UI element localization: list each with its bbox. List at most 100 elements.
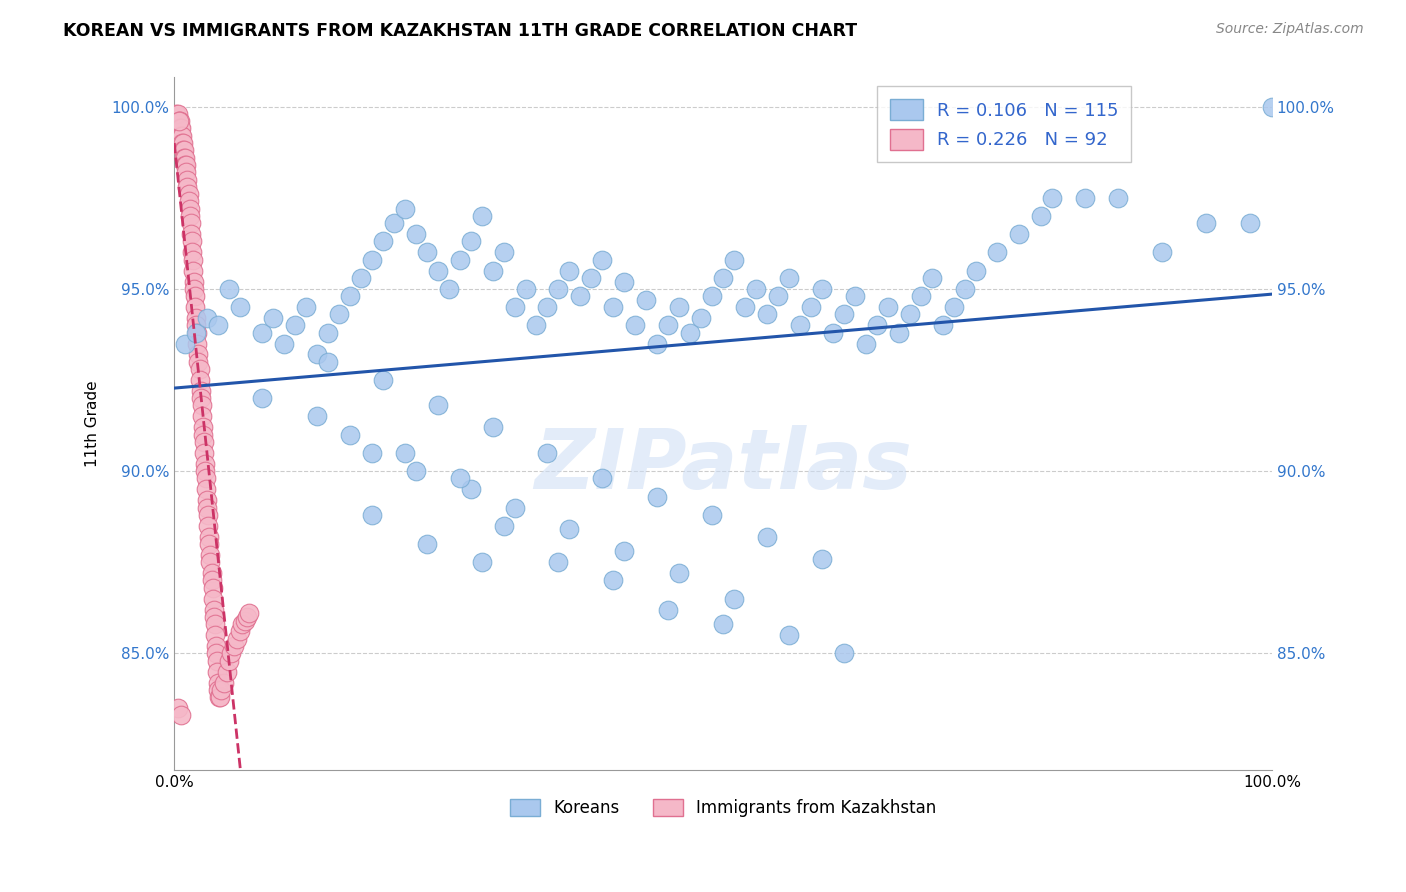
Point — [492, 518, 515, 533]
Point — [711, 271, 734, 285]
Point — [215, 665, 238, 679]
Point — [191, 427, 214, 442]
Point — [1195, 216, 1218, 230]
Point — [471, 209, 494, 223]
Point — [339, 427, 361, 442]
Point — [166, 107, 188, 121]
Point — [821, 326, 844, 340]
Point — [832, 307, 855, 321]
Point — [225, 632, 247, 646]
Point — [173, 151, 195, 165]
Point — [515, 282, 537, 296]
Point — [492, 245, 515, 260]
Point — [187, 347, 209, 361]
Point — [295, 300, 318, 314]
Point — [273, 336, 295, 351]
Point — [1074, 191, 1097, 205]
Point — [222, 639, 245, 653]
Point — [172, 136, 194, 150]
Point — [174, 151, 197, 165]
Point — [198, 530, 221, 544]
Point — [636, 293, 658, 307]
Point — [205, 639, 228, 653]
Point — [700, 289, 723, 303]
Point — [602, 574, 624, 588]
Point — [526, 318, 548, 333]
Point — [176, 179, 198, 194]
Point — [426, 399, 449, 413]
Point — [591, 471, 613, 485]
Point — [328, 307, 350, 321]
Point — [756, 307, 779, 321]
Point — [190, 409, 212, 424]
Point — [339, 289, 361, 303]
Point — [229, 300, 252, 314]
Point — [186, 318, 208, 333]
Point — [174, 158, 197, 172]
Point — [305, 347, 328, 361]
Point — [460, 483, 482, 497]
Point — [186, 326, 208, 340]
Point — [887, 326, 910, 340]
Point — [734, 300, 756, 314]
Point — [184, 300, 207, 314]
Point — [250, 326, 273, 340]
Point — [195, 483, 218, 497]
Point — [416, 245, 439, 260]
Point — [1239, 216, 1261, 230]
Point — [471, 555, 494, 569]
Point — [581, 271, 603, 285]
Point — [202, 610, 225, 624]
Point — [170, 128, 193, 143]
Point — [723, 591, 745, 606]
Point — [953, 282, 976, 296]
Point — [194, 464, 217, 478]
Point — [176, 158, 198, 172]
Point — [169, 121, 191, 136]
Point — [921, 271, 943, 285]
Point — [201, 591, 224, 606]
Point — [186, 336, 208, 351]
Point — [179, 209, 201, 223]
Point — [170, 136, 193, 150]
Point — [190, 384, 212, 398]
Point — [167, 114, 190, 128]
Point — [481, 263, 503, 277]
Point — [200, 574, 222, 588]
Point — [558, 523, 581, 537]
Point — [668, 300, 690, 314]
Point — [181, 252, 204, 267]
Point — [204, 617, 226, 632]
Point — [176, 165, 198, 179]
Point — [209, 690, 232, 704]
Point — [170, 128, 193, 143]
Point — [789, 318, 811, 333]
Point — [382, 216, 405, 230]
Point — [170, 121, 193, 136]
Point — [195, 311, 218, 326]
Point — [394, 446, 416, 460]
Point — [200, 548, 222, 562]
Point — [197, 518, 219, 533]
Point — [449, 471, 471, 485]
Point — [591, 252, 613, 267]
Point — [193, 434, 215, 449]
Legend: Koreans, Immigrants from Kazakhstan: Koreans, Immigrants from Kazakhstan — [503, 792, 943, 824]
Point — [657, 602, 679, 616]
Point — [229, 624, 252, 639]
Point — [238, 607, 260, 621]
Point — [898, 307, 921, 321]
Point — [172, 144, 194, 158]
Point — [371, 373, 394, 387]
Point — [202, 602, 225, 616]
Point — [668, 566, 690, 581]
Point — [177, 187, 200, 202]
Point — [170, 708, 193, 723]
Point — [405, 464, 427, 478]
Point — [181, 263, 204, 277]
Point — [866, 318, 889, 333]
Point — [208, 690, 231, 704]
Point — [405, 227, 427, 242]
Point — [723, 252, 745, 267]
Point — [986, 245, 1008, 260]
